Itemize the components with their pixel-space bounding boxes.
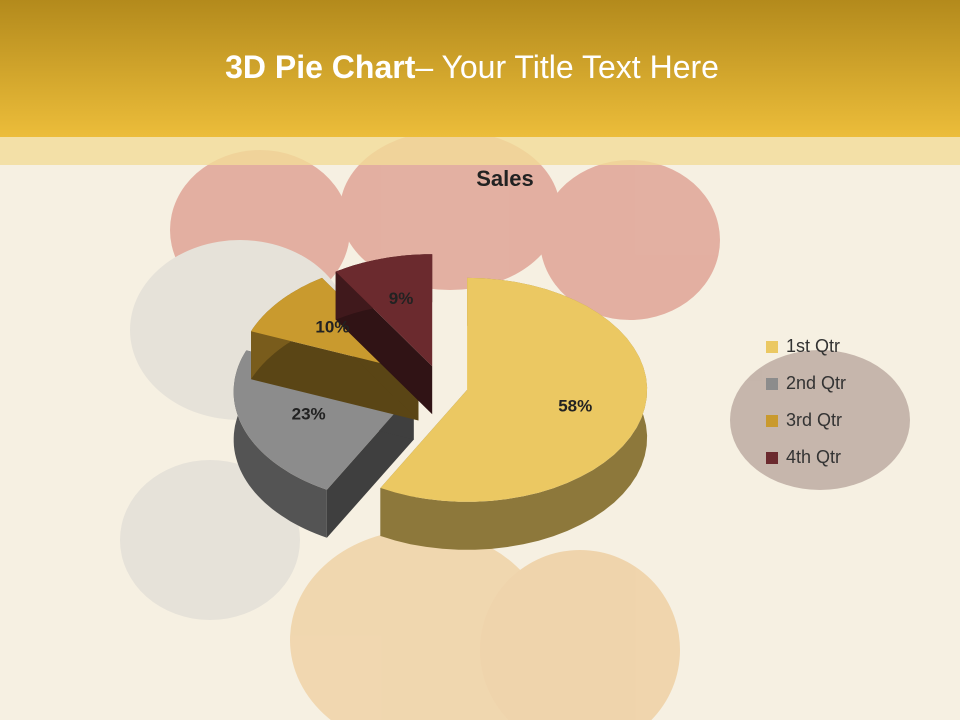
slice-top (335, 254, 433, 367)
slice-side (233, 350, 327, 538)
header-band (0, 0, 960, 137)
legend-label: 1st Qtr (786, 336, 840, 356)
legend-swatch (766, 378, 778, 390)
slice-side (251, 331, 419, 421)
legend-label: 3rd Qtr (786, 410, 842, 430)
legend-label: 4th Qtr (786, 447, 841, 467)
legend-swatch (766, 452, 778, 464)
data-label: 23% (292, 405, 326, 424)
data-label: 9% (389, 289, 414, 308)
legend-swatch (766, 341, 778, 353)
pie-slice (380, 277, 648, 550)
chart-title: Sales (476, 166, 534, 191)
legend-swatch (766, 415, 778, 427)
legend-label: 2nd Qtr (786, 373, 846, 393)
pie-slice (335, 254, 433, 415)
title-rest: – Your Title Text Here (415, 49, 719, 85)
slice-top (380, 277, 648, 502)
header-strip (0, 137, 960, 165)
title-bold: 3D Pie Chart (225, 49, 416, 85)
data-label: 10% (315, 318, 349, 337)
data-label: 58% (558, 397, 592, 416)
slide-title: 3D Pie Chart– Your Title Text Here (225, 49, 719, 85)
